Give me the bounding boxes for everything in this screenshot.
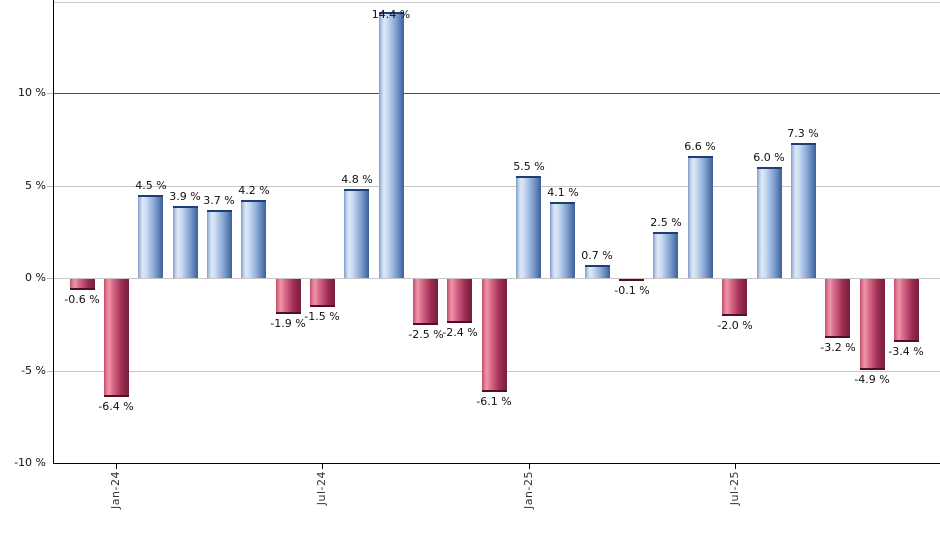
bar-value-label: -0.1 % — [614, 284, 650, 297]
bar-month-6[interactable] — [276, 279, 301, 314]
x-axis-line — [53, 463, 940, 464]
y-axis-tick-label: -5 % — [21, 364, 46, 377]
bar-value-label: 2.5 % — [650, 216, 682, 229]
gridline-0 — [53, 278, 940, 279]
y-axis-tick-label: 0 % — [25, 271, 46, 284]
bar-value-label: 3.7 % — [203, 194, 235, 207]
plot-top-border — [53, 2, 940, 3]
bar-value-label: 4.2 % — [238, 184, 270, 197]
y-axis-line — [53, 0, 54, 464]
y-axis-tick-label: 5 % — [25, 179, 46, 192]
x-axis-tick-label: Jul-25 — [728, 471, 741, 506]
bar-value-label: -1.5 % — [304, 310, 340, 323]
bar-month-8[interactable] — [344, 189, 369, 278]
bar-value-label: 4.8 % — [341, 173, 373, 186]
bar-value-label: 3.9 % — [169, 190, 201, 203]
y-axis-tick-label: 10 % — [18, 86, 46, 99]
bar-month-16[interactable] — [619, 279, 644, 281]
bar-value-label: 6.0 % — [753, 151, 785, 164]
y-tick-mark — [47, 93, 53, 94]
gridline-5 — [53, 186, 940, 187]
x-tick-mark — [322, 463, 323, 469]
bar-value-label: 5.5 % — [513, 160, 545, 173]
bar-value-label: 6.6 % — [684, 140, 716, 153]
bar-value-label: -0.6 % — [64, 293, 100, 306]
y-axis-tick-label: -10 % — [14, 456, 46, 469]
x-axis-tick-label: Jul-24 — [315, 471, 328, 506]
bar-month-2[interactable] — [138, 195, 163, 278]
reference-line-10pct — [53, 93, 940, 94]
bar-month-19[interactable] — [722, 279, 747, 316]
bar-month-1[interactable] — [104, 279, 129, 397]
bar-month-18[interactable] — [688, 156, 713, 278]
bar-month-24[interactable] — [894, 279, 919, 342]
bar-value-label: 7.3 % — [787, 127, 819, 140]
bar-value-label: -2.5 % — [408, 328, 444, 341]
x-axis-tick-label: Jan-24 — [109, 471, 122, 509]
x-axis-tick-label: Jan-25 — [522, 471, 535, 509]
bar-month-4[interactable] — [207, 210, 232, 278]
bar-value-label: -3.2 % — [820, 341, 856, 354]
bar-month-21[interactable] — [791, 143, 816, 278]
bar-value-label: 0.7 % — [581, 249, 613, 262]
bar-month-20[interactable] — [757, 167, 782, 278]
bar-value-label: 14.4 % — [371, 8, 411, 21]
bar-month-13[interactable] — [516, 176, 541, 278]
bar-month-10[interactable] — [413, 279, 438, 325]
bar-month-15[interactable] — [585, 265, 610, 278]
bar-month-9[interactable] — [379, 12, 404, 278]
y-tick-mark — [47, 371, 53, 372]
bar-month-17[interactable] — [653, 232, 678, 278]
bar-month-12[interactable] — [482, 279, 507, 392]
bar-value-label: -3.4 % — [888, 345, 924, 358]
bar-value-label: -4.9 % — [854, 373, 890, 386]
bar-month-7[interactable] — [310, 279, 335, 307]
x-tick-mark — [116, 463, 117, 469]
bar-value-label: 4.5 % — [135, 179, 167, 192]
bar-month-5[interactable] — [241, 200, 266, 278]
bar-month-22[interactable] — [825, 279, 850, 338]
bar-value-label: 4.1 % — [547, 186, 579, 199]
bar-value-label: -2.0 % — [717, 319, 753, 332]
bar-month-23[interactable] — [860, 279, 885, 370]
bar-value-label: -6.4 % — [98, 400, 134, 413]
bar-month-3[interactable] — [173, 206, 198, 278]
x-tick-mark — [529, 463, 530, 469]
y-tick-mark — [47, 186, 53, 187]
bar-month-11[interactable] — [447, 279, 472, 323]
bar-value-label: -6.1 % — [476, 395, 512, 408]
x-tick-mark — [735, 463, 736, 469]
bar-value-label: -2.4 % — [442, 326, 478, 339]
bar-value-label: -1.9 % — [270, 317, 306, 330]
bar-month-14[interactable] — [550, 202, 575, 278]
y-tick-mark — [47, 278, 53, 279]
bar-month-0[interactable] — [70, 279, 95, 290]
